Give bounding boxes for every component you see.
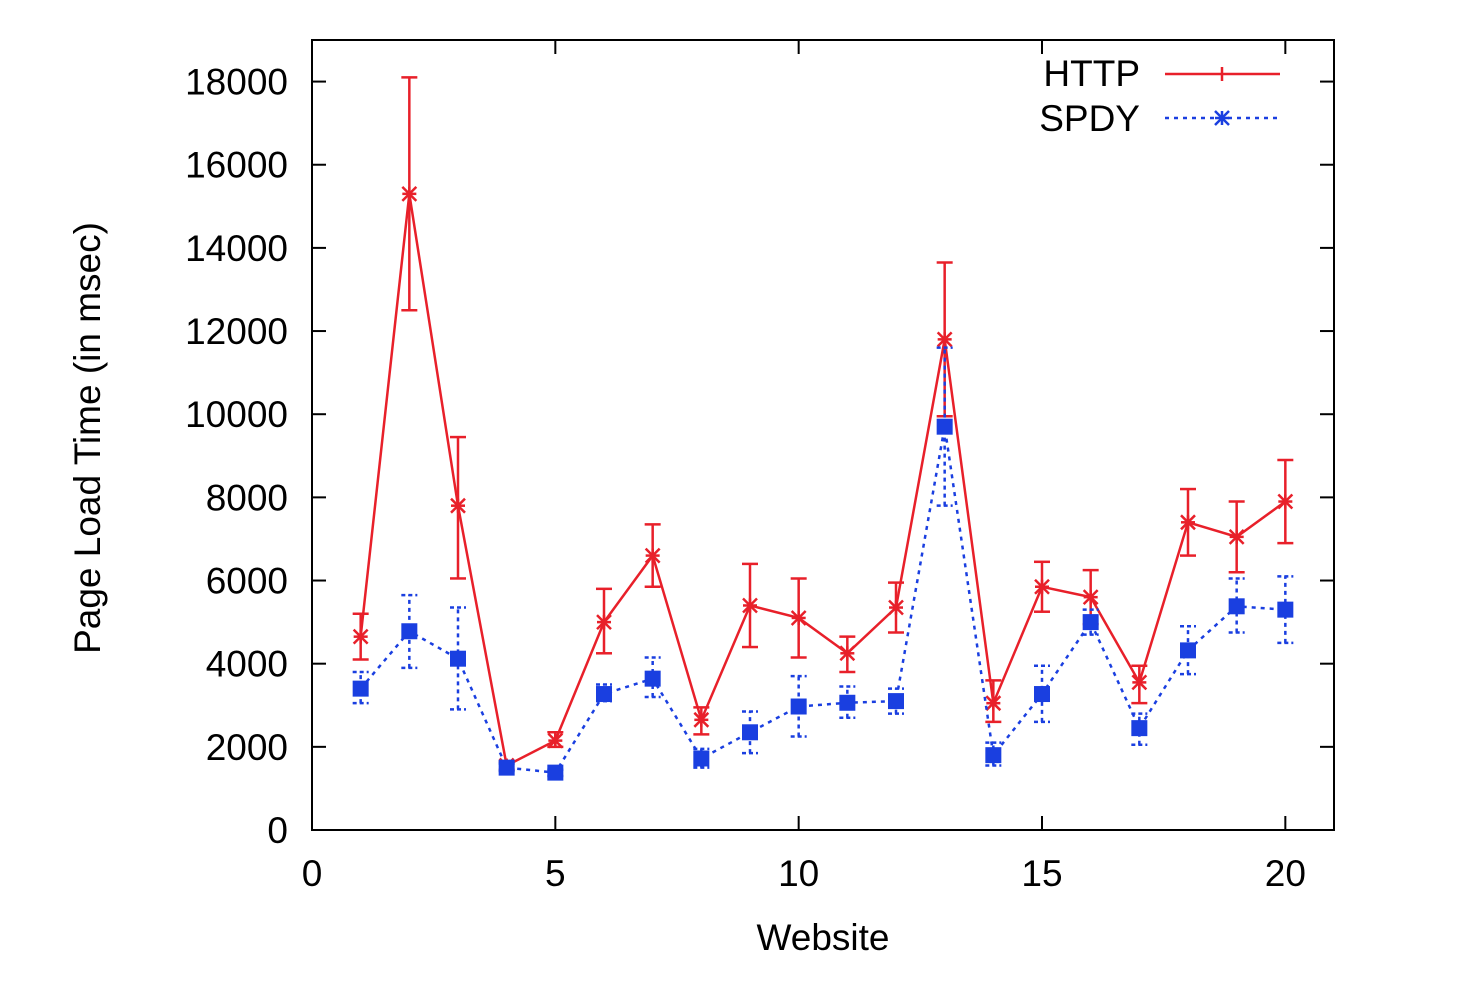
data-point [888,599,904,616]
data-point [1131,720,1148,737]
data-point [693,750,710,767]
legend-label-http: HTTP [1043,53,1140,94]
data-point [1277,493,1294,510]
x-tick-label: 10 [778,853,819,894]
data-point [936,418,953,435]
error-bar [839,685,856,719]
y-tick-label: 8000 [206,477,288,518]
data-point [498,759,515,776]
data-point [596,686,612,703]
data-point [985,747,1002,764]
x-tick-label: 5 [545,853,566,894]
error-bar [1131,712,1148,747]
data-point [1228,528,1245,545]
data-point [839,694,856,711]
error-bar [888,687,904,715]
data-point [401,185,418,202]
series-line [359,193,1287,768]
y-tick-label: 6000 [206,561,288,602]
data-point [596,614,612,630]
data-point [1034,578,1050,595]
x-tick-label: 20 [1265,853,1306,894]
data-point [888,693,904,710]
x-tick-label: 0 [302,853,323,894]
error-bar [1180,625,1196,676]
axis-ticks: 0 2000 4000 6000 8000 10000 12000 14000 16000 180… [185,40,1334,894]
data-point [644,670,661,687]
error-bar [1034,664,1050,724]
y-tick-label: 18000 [185,62,288,103]
data-point [352,680,369,697]
y-axis-label: Page Load Time (in msec) [67,222,108,654]
y-tick-label: 16000 [185,145,288,186]
error-bar [401,593,418,670]
data-point [450,497,466,514]
data-point [790,698,807,715]
data-point [936,331,953,348]
data-point [547,732,564,749]
legend-marker-spdy [1214,110,1230,126]
data-point [1082,589,1099,606]
y-tick-label: 0 [267,810,288,851]
data-point [839,645,856,662]
series-spdy [352,346,1294,781]
data-point [1277,601,1294,618]
data-point [693,711,710,728]
y-tick-label: 14000 [185,228,288,269]
data-point [1082,614,1099,631]
data-point [547,764,564,781]
y-tick-label: 12000 [185,311,288,352]
data-point [985,695,1002,712]
error-bar [790,674,807,738]
y-tick-label: 4000 [206,644,288,685]
data-point [1131,674,1148,691]
error-bar [1082,608,1099,636]
data-point [1180,642,1196,659]
legend-label-spdy: SPDY [1039,98,1140,139]
data-point [450,650,466,667]
data-point [401,623,418,640]
data-point [1034,686,1050,703]
data-point [742,597,758,614]
error-bar [352,670,369,705]
x-tick-label: 15 [1021,853,1062,894]
y-tick-label: 10000 [185,394,288,435]
data-point [742,724,758,741]
data-point [790,610,807,626]
data-point [352,628,369,645]
series-http [352,76,1294,774]
plot-frame [311,39,1335,831]
x-axis-label: Website [757,917,890,958]
data-point [644,547,661,564]
data-point [1228,598,1245,615]
series-layer [352,76,1294,781]
legend: HTTP SPDY [1039,53,1280,139]
data-point [1180,514,1196,531]
error-bar [742,710,758,755]
error-bar [936,346,953,507]
y-tick-label: 2000 [206,727,288,768]
